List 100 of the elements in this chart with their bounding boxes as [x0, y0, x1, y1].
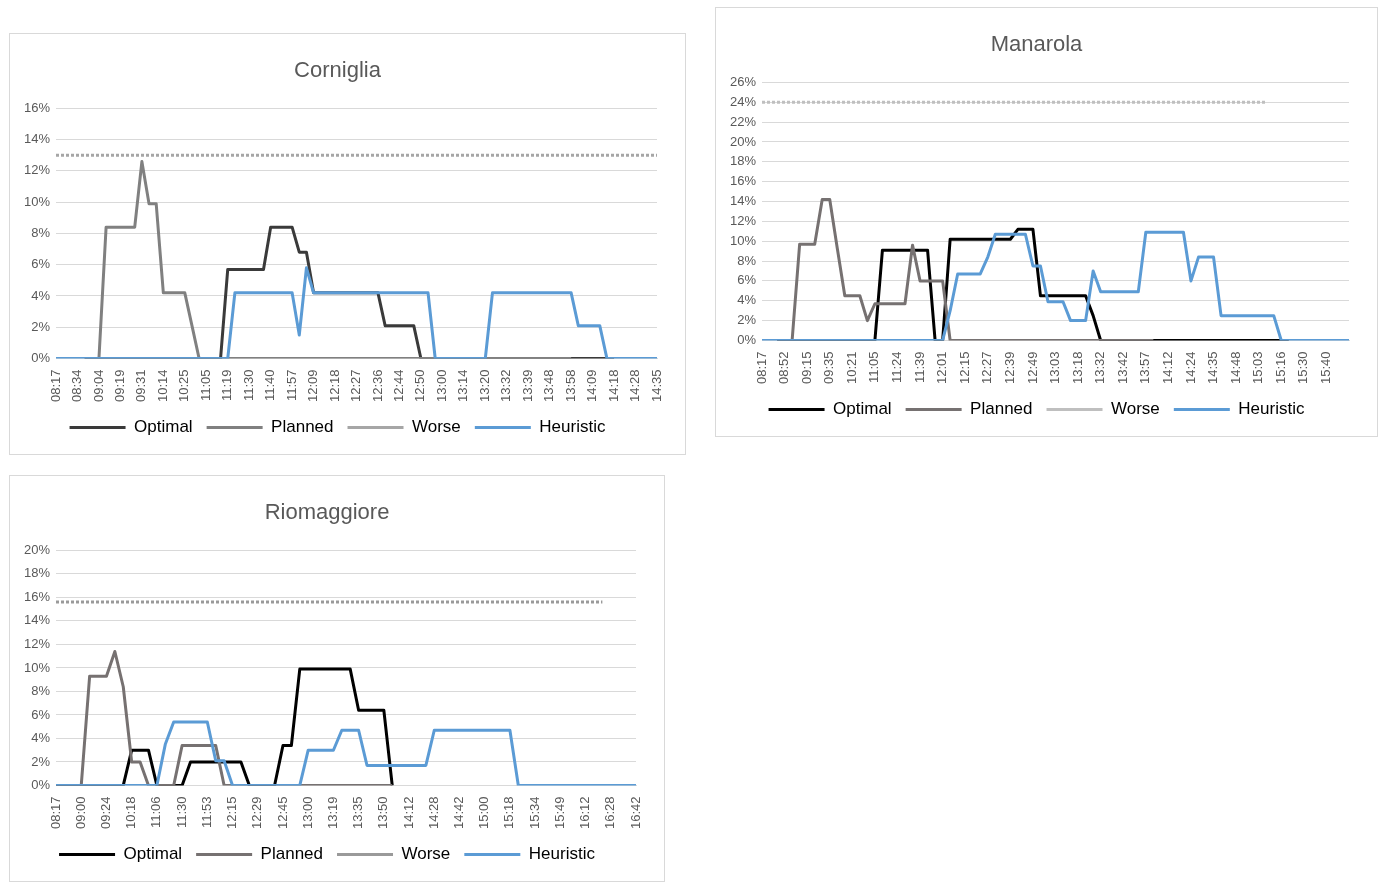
legend-label: Planned	[271, 417, 334, 437]
x-tick-label: 14:28	[425, 796, 441, 830]
x-tick-label: 12:27	[348, 369, 364, 403]
x-tick-label: 08:52	[776, 351, 792, 385]
y-tick-label: 0%	[31, 777, 51, 793]
x-tick-label: 09:00	[72, 796, 88, 830]
x-tick-label: 15:00	[476, 796, 492, 830]
x-tick-label: 12:18	[326, 369, 342, 403]
x-tick-label: 12:01	[934, 351, 950, 385]
legend-label: Heuristic	[528, 844, 596, 864]
x-tick-label: 15:03	[1250, 351, 1266, 385]
y-tick-label: 8%	[31, 225, 51, 241]
x-tick-label: 13:14	[455, 369, 471, 403]
x-tick-label: 12:09	[305, 369, 321, 403]
x-tick-label: 11:19	[219, 369, 235, 402]
x-tick-label: 14:12	[1159, 351, 1175, 385]
x-tick-label: 14:18	[605, 369, 621, 403]
x-tick-label: 11:53	[198, 796, 214, 829]
y-tick-label: 4%	[737, 292, 757, 308]
y-tick-label: 12%	[23, 162, 51, 178]
x-tick-label: 11:40	[262, 369, 278, 402]
y-tick-label: 16%	[23, 588, 51, 604]
x-tick-label: 11:06	[148, 796, 164, 829]
y-tick-label: 6%	[31, 706, 51, 722]
x-tick-label: 13:03	[1047, 351, 1063, 385]
y-tick-label: 4%	[31, 287, 51, 303]
x-tick-label: 13:32	[498, 369, 514, 403]
x-tick-label: 13:19	[324, 796, 340, 830]
x-tick-label: 09:15	[798, 351, 814, 385]
chart-title: Corniglia	[294, 57, 382, 83]
y-tick-label: 6%	[737, 272, 757, 288]
y-tick-label: 12%	[729, 212, 757, 228]
y-tick-label: 8%	[31, 683, 51, 699]
x-tick-label: 12:29	[249, 796, 265, 830]
x-tick-label: 15:40	[1318, 351, 1333, 385]
x-tick-label: 14:35	[1205, 351, 1221, 385]
x-tick-label: 11:39	[911, 351, 927, 384]
legend-label: Optimal	[134, 417, 193, 437]
x-tick-label: 16:28	[602, 796, 618, 830]
x-tick-label: 13:48	[541, 369, 557, 403]
y-tick-label: 18%	[729, 153, 757, 169]
y-tick-label: 20%	[23, 541, 51, 557]
y-tick-label: 16%	[729, 173, 757, 189]
x-tick-label: 12:39	[1001, 351, 1017, 385]
x-tick-label: 09:19	[111, 369, 127, 403]
x-tick-label: 12:50	[412, 369, 428, 403]
y-tick-label: 4%	[31, 730, 51, 746]
chart-title: Riomaggiore	[264, 499, 390, 525]
x-tick-label: 12:27	[979, 351, 995, 385]
x-tick-label: 09:35	[821, 351, 837, 385]
x-tick-label: 09:24	[98, 796, 114, 830]
y-tick-label: 14%	[23, 131, 51, 147]
x-tick-label: 08:17	[753, 351, 769, 385]
x-tick-label: 12:44	[391, 369, 407, 403]
x-tick-label: 15:18	[501, 796, 517, 830]
legend-label: Heuristic	[539, 417, 606, 437]
y-tick-label: 10%	[729, 232, 757, 248]
x-tick-label: 14:48	[1227, 351, 1243, 385]
y-tick-label: 0%	[737, 332, 757, 348]
x-tick-label: 08:17	[47, 369, 63, 403]
x-tick-label: 16:42	[627, 796, 643, 830]
x-tick-label: 11:30	[240, 369, 256, 402]
x-tick-label: 09:04	[90, 369, 106, 403]
x-tick-label: 13:18	[1069, 351, 1085, 385]
x-tick-label: 10:21	[843, 351, 859, 385]
x-tick-label: 13:35	[350, 796, 366, 830]
x-tick-label: 13:42	[1114, 351, 1130, 385]
y-tick-label: 18%	[23, 565, 51, 581]
x-tick-label: 11:30	[173, 796, 189, 829]
y-tick-label: 2%	[31, 753, 51, 769]
legend-label: Worse	[1111, 399, 1160, 419]
x-tick-label: 14:12	[400, 796, 416, 830]
x-tick-label: 14:24	[1182, 351, 1198, 385]
x-tick-label: 14:35	[648, 369, 664, 403]
x-tick-label: 08:34	[69, 369, 85, 403]
y-tick-label: 10%	[23, 659, 51, 675]
x-tick-label: 15:34	[526, 796, 542, 830]
y-tick-label: 10%	[23, 193, 51, 209]
x-tick-label: 12:36	[369, 369, 385, 403]
legend-label: Heuristic	[1238, 399, 1305, 419]
y-tick-label: 26%	[729, 73, 757, 89]
x-tick-label: 13:39	[519, 369, 535, 403]
x-tick-label: 15:30	[1295, 351, 1311, 385]
y-tick-label: 12%	[23, 636, 51, 652]
y-tick-label: 14%	[23, 612, 51, 628]
x-tick-label: 09:31	[133, 369, 149, 403]
x-tick-label: 15:49	[551, 796, 567, 830]
x-tick-label: 11:57	[283, 369, 299, 402]
x-tick-label: 13:32	[1092, 351, 1108, 385]
x-tick-label: 16:12	[577, 796, 593, 830]
x-tick-label: 11:05	[866, 351, 882, 384]
x-tick-label: 11:24	[889, 351, 905, 384]
x-tick-label: 08:17	[47, 796, 63, 830]
x-tick-label: 13:00	[299, 796, 315, 830]
y-tick-label: 14%	[729, 193, 757, 209]
legend-label: Optimal	[833, 399, 892, 419]
x-tick-label: 14:09	[584, 369, 600, 403]
x-tick-label: 13:50	[375, 796, 391, 830]
x-tick-label: 13:58	[562, 369, 578, 403]
y-tick-label: 24%	[729, 93, 757, 109]
